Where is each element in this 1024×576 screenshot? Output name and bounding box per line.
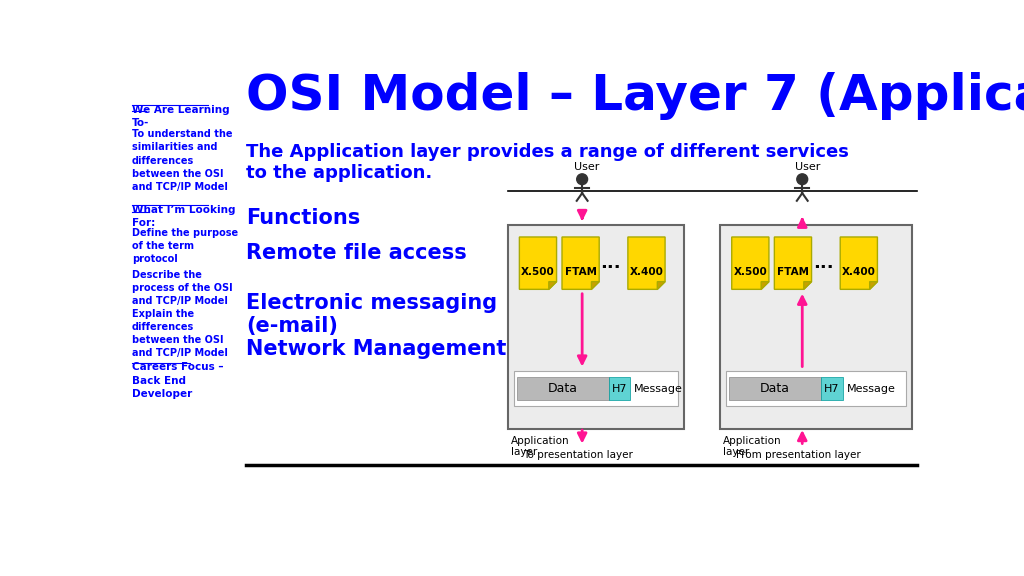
Text: Message: Message: [634, 384, 683, 393]
Text: Application
layer: Application layer: [723, 435, 782, 457]
Polygon shape: [804, 282, 812, 289]
Polygon shape: [774, 237, 812, 289]
Text: What I’m Looking
For:: What I’m Looking For:: [132, 204, 236, 228]
Bar: [729, 377, 821, 400]
Bar: [514, 371, 678, 407]
Circle shape: [577, 174, 588, 185]
Text: Application
layer: Application layer: [511, 435, 569, 457]
Text: User: User: [795, 162, 820, 172]
Polygon shape: [562, 237, 599, 289]
Text: ...: ...: [600, 254, 622, 272]
Text: Define the purpose
of the term
protocol: Define the purpose of the term protocol: [132, 228, 238, 264]
Text: Data: Data: [548, 382, 578, 395]
Text: Functions: Functions: [246, 209, 360, 229]
Text: Explain the
differences
between the OSI
and TCP/IP Model: Explain the differences between the OSI …: [132, 309, 227, 358]
Text: To presentation layer: To presentation layer: [523, 449, 633, 460]
Text: We Are Learning
To-: We Are Learning To-: [132, 104, 229, 128]
Text: Electronic messaging
(e-mail): Electronic messaging (e-mail): [246, 293, 497, 336]
Bar: [608, 377, 630, 400]
Polygon shape: [549, 282, 557, 289]
Polygon shape: [869, 282, 878, 289]
Text: FTAM: FTAM: [777, 267, 809, 277]
Polygon shape: [519, 237, 557, 289]
Text: H7: H7: [611, 384, 627, 393]
Bar: [821, 377, 843, 400]
Text: Message: Message: [847, 384, 895, 393]
Text: Network Management: Network Management: [246, 339, 506, 359]
Polygon shape: [628, 237, 665, 289]
Circle shape: [797, 174, 808, 185]
Text: To understand the
similarities and
differences
between the OSI
and TCP/IP Model: To understand the similarities and diffe…: [132, 129, 232, 192]
Polygon shape: [761, 282, 769, 289]
Text: X.500: X.500: [733, 267, 767, 277]
Bar: [508, 225, 684, 430]
Text: X.500: X.500: [521, 267, 555, 277]
Polygon shape: [841, 237, 878, 289]
Bar: [726, 371, 906, 407]
Polygon shape: [732, 237, 769, 289]
Text: H7: H7: [824, 384, 840, 393]
Polygon shape: [592, 282, 599, 289]
Text: OSI Model – Layer 7 (Application): OSI Model – Layer 7 (Application): [246, 72, 1024, 120]
Text: Describe the
process of the OSI
and TCP/IP Model: Describe the process of the OSI and TCP/…: [132, 270, 232, 306]
Polygon shape: [657, 282, 665, 289]
Text: ...: ...: [813, 254, 834, 272]
Text: Data: Data: [760, 382, 791, 395]
Bar: [517, 377, 608, 400]
Text: FTAM: FTAM: [564, 267, 597, 277]
Text: Remote file access: Remote file access: [246, 243, 467, 263]
Text: Careers Focus –
Back End
Developer: Careers Focus – Back End Developer: [132, 362, 223, 399]
Bar: [720, 225, 912, 430]
Text: X.400: X.400: [630, 267, 664, 277]
Text: From presentation layer: From presentation layer: [736, 449, 861, 460]
Text: X.400: X.400: [842, 267, 876, 277]
Text: The Application layer provides a range of different services
to the application.: The Application layer provides a range o…: [246, 143, 849, 182]
Text: User: User: [574, 162, 600, 172]
